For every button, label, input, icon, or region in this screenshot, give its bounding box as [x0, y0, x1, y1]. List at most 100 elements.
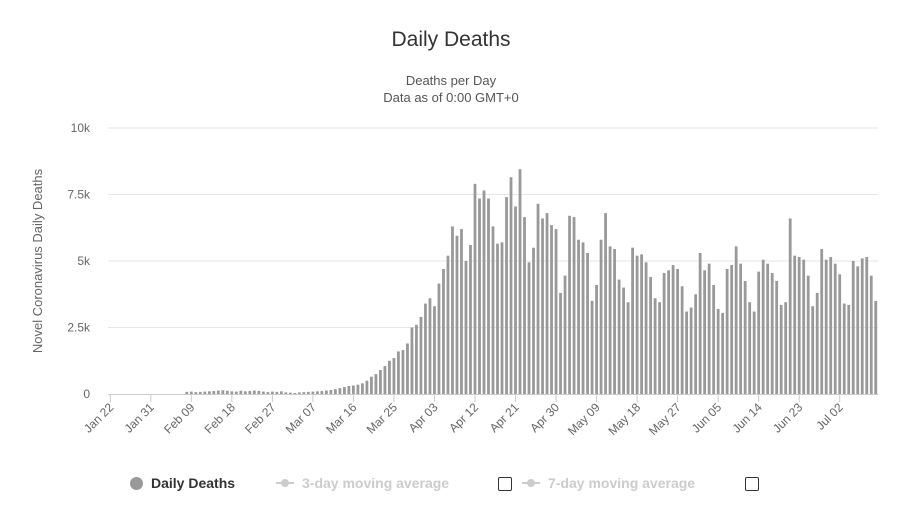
bar[interactable]: [437, 283, 441, 394]
bar[interactable]: [433, 306, 436, 394]
bar[interactable]: [352, 385, 355, 394]
bar[interactable]: [676, 268, 680, 394]
bar[interactable]: [541, 218, 544, 394]
legend-item-daily-deaths[interactable]: Daily Deaths: [130, 472, 235, 494]
bar[interactable]: [838, 274, 842, 394]
bar[interactable]: [505, 197, 508, 394]
bar[interactable]: [482, 190, 486, 394]
bar[interactable]: [415, 324, 418, 394]
bar[interactable]: [424, 303, 427, 394]
bar[interactable]: [563, 275, 567, 394]
bar[interactable]: [860, 258, 864, 394]
bar[interactable]: [388, 360, 391, 394]
bar[interactable]: [608, 246, 612, 394]
bar[interactable]: [401, 350, 405, 394]
bar[interactable]: [626, 302, 630, 394]
bar[interactable]: [523, 217, 526, 394]
bar[interactable]: [775, 280, 779, 394]
bar[interactable]: [631, 247, 634, 394]
legend-item-3-day-moving-average[interactable]: 3-day moving average: [276, 472, 449, 494]
bar[interactable]: [712, 284, 716, 394]
bar[interactable]: [356, 384, 360, 394]
bar[interactable]: [329, 390, 333, 394]
bar[interactable]: [730, 264, 734, 394]
bar[interactable]: [410, 327, 414, 395]
bar[interactable]: [568, 215, 571, 394]
bar[interactable]: [343, 387, 346, 394]
bar[interactable]: [203, 391, 207, 394]
bar[interactable]: [370, 376, 373, 394]
bar[interactable]: [739, 263, 743, 394]
bar[interactable]: [734, 246, 738, 394]
bar[interactable]: [536, 203, 540, 394]
bar[interactable]: [599, 239, 603, 394]
bar[interactable]: [270, 391, 274, 394]
bar[interactable]: [851, 261, 855, 394]
bar[interactable]: [428, 298, 432, 394]
bar[interactable]: [824, 259, 828, 394]
bar[interactable]: [680, 286, 684, 394]
bar[interactable]: [460, 229, 463, 394]
bar[interactable]: [658, 302, 661, 394]
bar[interactable]: [194, 392, 198, 394]
bar[interactable]: [198, 391, 202, 394]
bar[interactable]: [279, 391, 283, 394]
bar[interactable]: [833, 263, 837, 394]
bar[interactable]: [869, 275, 873, 394]
bar[interactable]: [694, 294, 698, 394]
checkbox-3-day-moving-average[interactable]: [498, 477, 512, 491]
bar[interactable]: [284, 392, 288, 394]
bar[interactable]: [225, 390, 229, 394]
bar[interactable]: [550, 225, 553, 394]
bar[interactable]: [725, 268, 729, 394]
bar[interactable]: [406, 343, 409, 394]
bar[interactable]: [649, 276, 652, 394]
bar[interactable]: [698, 253, 702, 394]
bar[interactable]: [239, 390, 243, 394]
bar[interactable]: [748, 302, 752, 394]
bar[interactable]: [320, 391, 324, 394]
bar[interactable]: [252, 390, 256, 394]
bar[interactable]: [595, 284, 598, 394]
bar[interactable]: [545, 213, 549, 394]
bar[interactable]: [338, 388, 342, 394]
bar[interactable]: [275, 391, 279, 394]
bar[interactable]: [793, 255, 797, 394]
bar[interactable]: [514, 206, 517, 394]
bar[interactable]: [469, 245, 472, 394]
bar[interactable]: [577, 239, 580, 394]
bar[interactable]: [221, 390, 225, 394]
bar[interactable]: [491, 226, 495, 394]
bar[interactable]: [532, 247, 535, 394]
bar[interactable]: [590, 300, 594, 394]
bar[interactable]: [604, 213, 607, 394]
bar[interactable]: [653, 298, 657, 394]
bar[interactable]: [874, 300, 878, 394]
bar[interactable]: [743, 280, 747, 394]
bar[interactable]: [662, 272, 666, 394]
bar[interactable]: [334, 389, 337, 394]
bar[interactable]: [478, 198, 481, 394]
bar[interactable]: [622, 287, 625, 394]
bar[interactable]: [559, 292, 562, 394]
bar[interactable]: [644, 262, 648, 394]
bar[interactable]: [716, 308, 720, 394]
bar[interactable]: [640, 254, 643, 394]
bar[interactable]: [581, 242, 585, 394]
bar[interactable]: [473, 183, 477, 394]
bar[interactable]: [207, 391, 211, 394]
bar[interactable]: [707, 263, 711, 394]
bar[interactable]: [361, 383, 364, 394]
bar[interactable]: [613, 249, 616, 394]
bar[interactable]: [617, 279, 621, 394]
bar[interactable]: [518, 169, 522, 394]
bar[interactable]: [635, 255, 639, 394]
bar[interactable]: [847, 304, 851, 394]
bar[interactable]: [347, 386, 351, 394]
bar[interactable]: [797, 257, 801, 394]
bar[interactable]: [820, 249, 824, 394]
bar[interactable]: [829, 257, 833, 394]
bar[interactable]: [397, 351, 400, 394]
bar[interactable]: [784, 302, 788, 394]
bar[interactable]: [572, 217, 576, 394]
